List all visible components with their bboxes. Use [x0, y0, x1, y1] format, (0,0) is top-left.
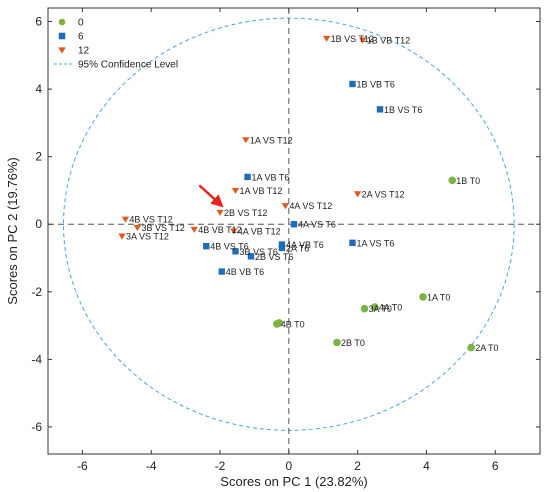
- data-point-6: [278, 244, 286, 252]
- annotation-arrow: [198, 184, 224, 208]
- data-point-12: [133, 225, 142, 232]
- point-label: 2A T6: [286, 243, 309, 253]
- data-point-6: [203, 243, 210, 250]
- point-label: 1B VS T6: [384, 105, 422, 115]
- point-label: 1B VB T6: [356, 80, 394, 90]
- point-label: 4A VB T6: [286, 240, 324, 250]
- point-label: 3B VS T6: [240, 247, 278, 257]
- data-point-12: [230, 228, 238, 235]
- point-label: 4B T0: [281, 319, 305, 329]
- data-point-6: [278, 241, 286, 248]
- data-point-0: [333, 338, 341, 347]
- data-point-6: [349, 80, 356, 88]
- x-tick-label: 0: [285, 459, 292, 473]
- data-point-12: [359, 37, 367, 44]
- data-point-6: [218, 268, 225, 275]
- point-label: 1A T0: [427, 292, 450, 302]
- data-points: [118, 35, 475, 352]
- point-label: 2B T0: [341, 338, 365, 348]
- x-tick-label: -6: [77, 459, 88, 473]
- point-label: 2B VS T6: [255, 252, 293, 262]
- data-point-12: [118, 233, 126, 240]
- point-label: 1A VS T12: [250, 135, 293, 145]
- data-point-6: [244, 173, 251, 181]
- point-label: 3A VS T12: [126, 232, 169, 242]
- point-label: 1A VB T12: [240, 186, 283, 196]
- legend: 0 6 12 95% Confidence Level: [54, 18, 178, 71]
- x-tick-label: -2: [215, 459, 226, 473]
- data-point-12: [231, 187, 240, 194]
- point-label: 1B T0: [456, 176, 480, 186]
- point-label: 4B VB T12: [198, 225, 241, 235]
- data-point-0: [467, 343, 475, 352]
- y-axis-title: Scores on PC 2 (19.76%): [5, 157, 20, 304]
- data-point-12: [121, 216, 130, 223]
- point-label: 2A VS T12: [362, 189, 405, 199]
- data-point-6: [349, 239, 356, 247]
- point-label: 4A VB T12: [238, 227, 281, 237]
- y-tick-label: 4: [35, 82, 42, 96]
- x-axis-title: Scores on PC 1 (23.82%): [220, 474, 367, 489]
- data-point-6: [232, 248, 239, 255]
- point-label: 2B VS T12: [224, 208, 267, 218]
- y-tick-label: 2: [35, 150, 42, 164]
- x-tick-label: 4: [423, 459, 430, 473]
- point-label: 4B VS T12: [129, 215, 172, 225]
- data-point-6: [247, 253, 255, 260]
- x-tick-label: 2: [354, 459, 361, 473]
- data-point-12: [281, 203, 290, 210]
- data-point-6: [290, 221, 298, 228]
- y-tick-label: 0: [35, 217, 42, 231]
- legend-label: 6: [78, 32, 84, 43]
- data-point-12: [323, 35, 331, 42]
- x-tick-label: -4: [146, 459, 157, 473]
- point-label: 1A VS T6: [356, 238, 394, 248]
- legend-marker-6: [58, 32, 66, 40]
- legend-label: 0: [78, 18, 84, 29]
- point-label: 1B VS T12: [331, 34, 374, 44]
- point-label: 1A VB T6: [252, 172, 290, 182]
- legend-label: 12: [78, 46, 90, 57]
- data-point-6: [376, 106, 384, 113]
- data-point-12: [216, 209, 224, 216]
- data-point-0: [275, 319, 284, 327]
- y-tick-label: 6: [35, 15, 42, 29]
- data-point-0: [360, 304, 369, 313]
- point-label: 4A T0: [379, 303, 402, 313]
- plot-area: [47, 7, 541, 455]
- point-label: 4B VS T6: [210, 242, 248, 252]
- point-label: 4A VS T12: [289, 201, 332, 211]
- point-label: 4A VS T6: [298, 220, 336, 230]
- y-tick-label: -4: [31, 352, 42, 366]
- data-point-12: [190, 226, 198, 233]
- point-label: 2A T0: [475, 343, 498, 353]
- point-label: 3A T0: [369, 304, 392, 314]
- x-tick-label: 6: [492, 459, 499, 473]
- data-point-0: [448, 176, 457, 185]
- legend-marker-12: [58, 47, 66, 54]
- point-label: 1B VB T12: [367, 36, 410, 46]
- legend-label: 95% Confidence Level: [78, 60, 178, 71]
- data-point-0: [419, 293, 427, 301]
- data-point-12: [242, 137, 250, 144]
- data-point-0: [371, 303, 379, 311]
- axis-ticks: -6 -4 -2 0 2 4 6 -6 -4 -2 0 2 4 6: [31, 8, 540, 473]
- point-label: 3B VS T12: [141, 223, 184, 233]
- y-tick-label: -6: [31, 420, 42, 434]
- point-label: 4B VB T6: [226, 267, 264, 277]
- data-point-12: [353, 191, 362, 198]
- legend-marker-0: [58, 18, 66, 26]
- y-tick-label: -2: [31, 285, 42, 299]
- annotation-arrow-layer: [198, 184, 224, 208]
